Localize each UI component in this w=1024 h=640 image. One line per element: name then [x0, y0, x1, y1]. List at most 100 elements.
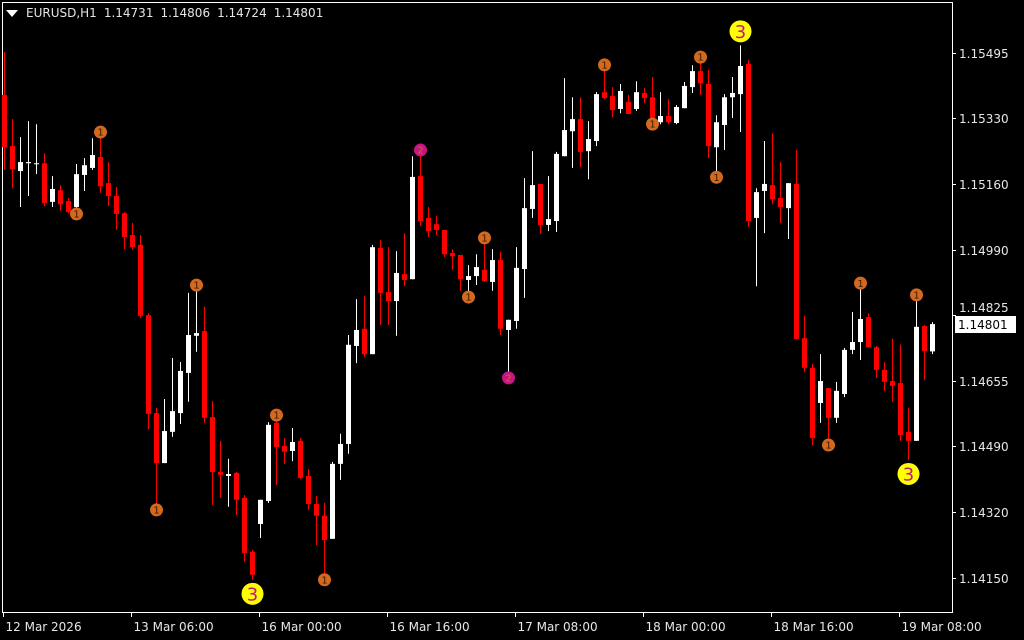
marker-level-text: 3	[735, 22, 746, 43]
bear-candle	[706, 69, 711, 159]
bear-candle	[922, 324, 927, 380]
marker-level-text: 3	[247, 584, 258, 605]
current-price-label-text: 1.14801	[958, 318, 1008, 332]
candle-body	[34, 163, 39, 165]
bear-candle	[482, 242, 487, 282]
marker-circle-icon	[150, 503, 163, 517]
bear-candle	[434, 215, 439, 236]
marker-circle-icon	[710, 170, 723, 184]
candle-body	[330, 463, 335, 539]
current-price-label: 1.14801	[955, 316, 1016, 333]
bear-candle	[426, 206, 431, 238]
bear-candle	[386, 247, 391, 325]
candle-body	[306, 475, 311, 505]
candle-body	[546, 219, 551, 225]
bear-candle	[234, 472, 239, 516]
marker-circle-icon	[694, 50, 707, 64]
candle-body	[26, 162, 31, 164]
bear-candle	[826, 388, 831, 441]
candle-body	[690, 71, 695, 88]
bull-candle	[466, 265, 471, 293]
candle-body	[298, 440, 303, 478]
bear-candle	[794, 149, 799, 339]
bull-candle	[394, 251, 399, 336]
candle-body	[562, 130, 567, 157]
marker-circle-icon	[822, 438, 835, 452]
time-axis[interactable]: 12 Mar 2026 13 Mar 06:00 16 Mar 00:00 16 Ma…	[3, 613, 982, 634]
bear-candle	[138, 235, 143, 318]
candle-body	[666, 116, 671, 123]
signal-marker-level-1: 1	[478, 231, 491, 244]
time-tick-label: 13 Mar 06:00	[134, 620, 214, 634]
header-low: 1.14724	[217, 6, 267, 20]
price-axis[interactable]: 1.15495 1.15330 1.15160 1.14990 1.14825 1.146…	[953, 47, 1009, 586]
candle-body	[610, 96, 615, 111]
bear-candle	[578, 97, 583, 168]
candle-body	[50, 189, 55, 202]
bear-candle	[442, 230, 447, 257]
candle-body	[170, 411, 175, 432]
candle-body	[234, 472, 239, 500]
marker-circle-icon	[729, 20, 752, 43]
candle-body	[202, 331, 207, 418]
marker-level-text: 1	[321, 575, 327, 586]
candle-body	[754, 192, 759, 218]
bull-candle	[26, 121, 31, 197]
marker-circle-icon	[897, 462, 920, 485]
bull-candle	[474, 254, 479, 286]
bull-candle	[738, 45, 743, 133]
candle-body	[898, 383, 903, 435]
bear-candle	[66, 197, 71, 214]
bear-candle	[362, 295, 367, 357]
marker-circle-icon	[94, 125, 107, 139]
candle-body	[458, 254, 463, 280]
symbol-timeframe: EURUSD,H1	[26, 6, 97, 20]
candle-body	[418, 176, 423, 222]
bull-candle	[354, 299, 359, 364]
bear-candle	[322, 502, 327, 575]
candle-body	[98, 156, 103, 187]
price-tick-label: 1.14990	[959, 244, 1009, 258]
candle-body	[154, 413, 159, 464]
triangle-down-icon[interactable]	[6, 9, 18, 17]
candle-body	[466, 276, 471, 280]
marker-circle-icon	[462, 290, 475, 304]
candle-body	[706, 83, 711, 147]
candle-body	[66, 201, 71, 213]
candle-body	[682, 85, 687, 109]
candle-body	[586, 139, 591, 152]
candle-body	[434, 224, 439, 231]
candle-body	[922, 326, 927, 352]
candle-body	[730, 92, 735, 98]
candle-body	[618, 91, 623, 109]
candle-body	[866, 317, 871, 348]
bull-candle	[858, 288, 863, 361]
time-tick-label: 19 Mar 08:00	[902, 620, 982, 634]
bull-candle	[690, 65, 695, 93]
candle-body	[338, 443, 343, 464]
marker-circle-icon	[502, 371, 515, 385]
bear-candle	[626, 94, 631, 115]
bull-candle	[730, 76, 735, 118]
marker-level-text: 1	[73, 210, 79, 221]
candle-body	[554, 153, 559, 222]
candle-body	[18, 162, 23, 172]
candle-body	[130, 235, 135, 248]
candle-body	[634, 92, 639, 109]
marker-circle-icon	[854, 276, 867, 290]
candle-body	[498, 260, 503, 329]
candle-body	[626, 101, 631, 115]
signal-marker-level-1: 1	[646, 117, 659, 131]
candle-body	[210, 417, 215, 473]
bear-candle	[418, 155, 423, 227]
bear-candle	[146, 313, 151, 430]
candle-body	[914, 326, 919, 441]
candle-body	[258, 499, 263, 524]
candle-body	[74, 174, 79, 207]
candles	[2, 45, 935, 580]
candle-body	[850, 342, 855, 350]
price-tick-label: 1.14825	[959, 301, 1009, 315]
bear-candle	[98, 137, 103, 193]
candle-body	[642, 92, 647, 99]
